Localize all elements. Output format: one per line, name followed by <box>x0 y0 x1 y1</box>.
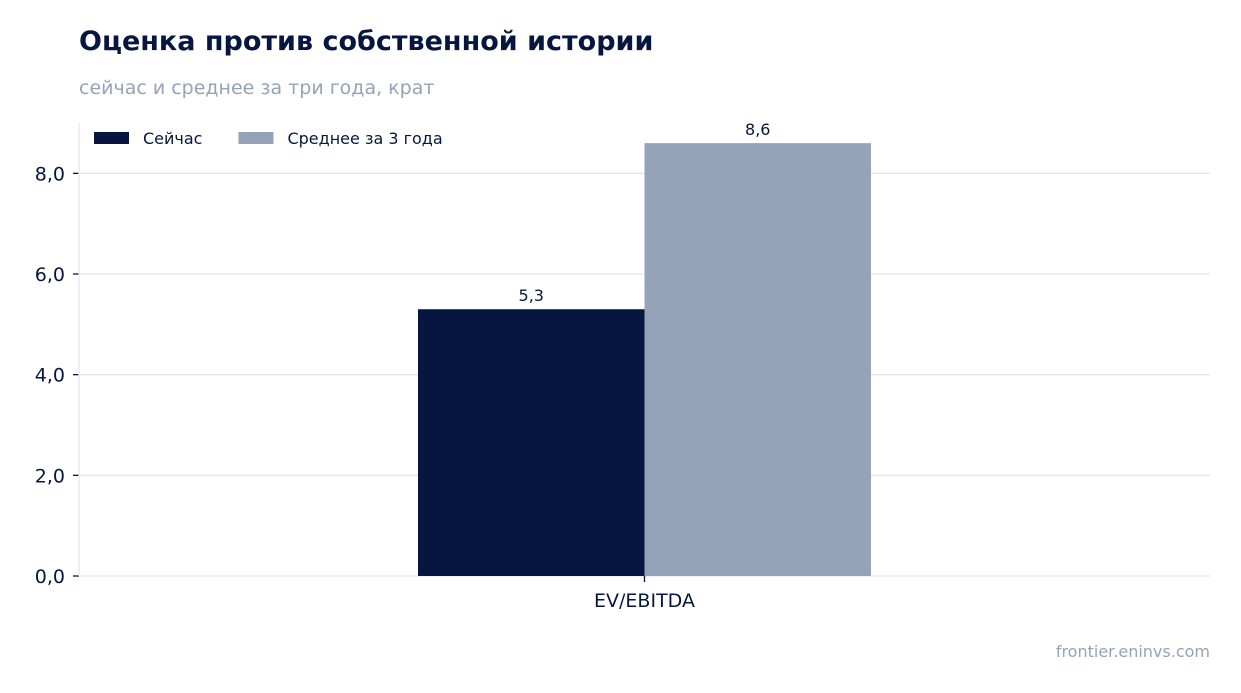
x-category-label: EV/EBITDA <box>594 590 695 612</box>
y-tick-label: 2,0 <box>35 465 65 487</box>
y-tick-label: 6,0 <box>35 264 65 286</box>
bar-value-label: 5,3 <box>519 286 544 305</box>
legend: Сейчас Среднее за 3 года <box>94 129 443 148</box>
legend-swatch <box>238 132 274 144</box>
bar <box>644 143 871 576</box>
y-tick-label: 0,0 <box>35 566 65 588</box>
chart-title: Оценка против собственной истории <box>79 26 654 57</box>
bars <box>418 143 871 576</box>
legend-swatch <box>94 132 129 144</box>
axes <box>73 123 646 582</box>
bar-value-label: 8,6 <box>745 120 770 139</box>
legend-label: Среднее за 3 года <box>287 129 442 148</box>
bar <box>418 309 645 576</box>
chart-subtitle: сейчас и среднее за три года, крат <box>79 77 435 99</box>
labels: 0,0 2,0 4,0 6,0 8,0 5,3 8,6 EV/EBITDA <box>35 120 771 612</box>
y-tick-label: 8,0 <box>35 163 65 185</box>
source-credit: frontier.eninvs.com <box>1055 642 1210 661</box>
legend-label: Сейчас <box>143 129 202 148</box>
y-tick-label: 4,0 <box>35 365 65 387</box>
